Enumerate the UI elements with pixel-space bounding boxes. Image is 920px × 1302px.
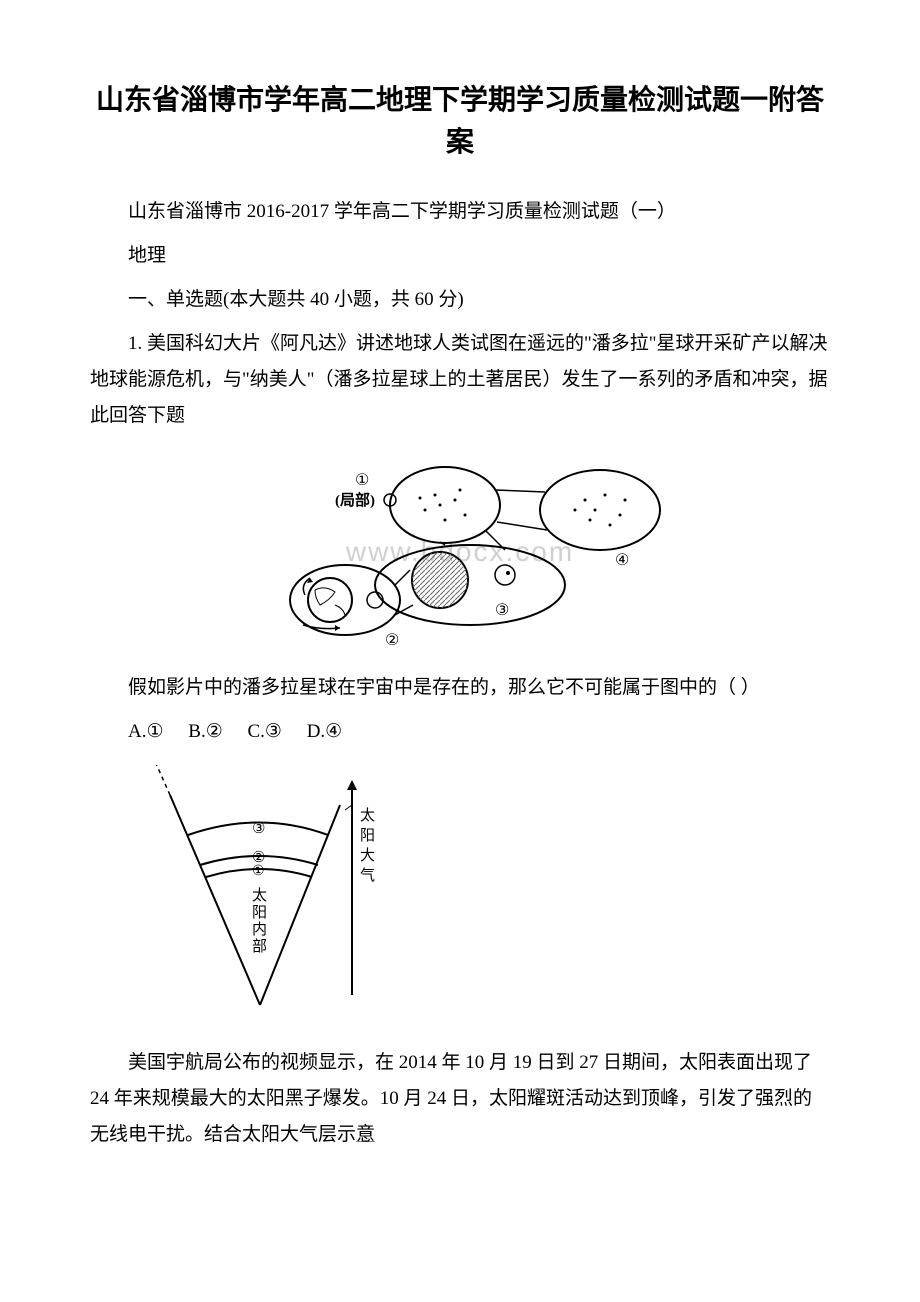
figure2-atm-1: 太 <box>360 807 375 824</box>
question-1-options: A.① B.② C.③ D.④ <box>90 714 830 750</box>
figure-2-container: ③ ② ① 太 阳 内 部 太 阳 大 气 <box>130 765 830 1030</box>
intro-text: 山东省淄博市 2016-2017 学年高二下学期学习质量检测试题（一） <box>90 194 830 230</box>
question-1-sub: 假如影片中的潘多拉星球在宇宙中是存在的，那么它不可能属于图中的（ ） <box>90 670 830 706</box>
figure-1-container: www.bdocx.com ④ ① (局部) <box>90 450 830 655</box>
figure2-atm-4: 气 <box>360 867 375 884</box>
figure2-sun-interior-4: 部 <box>252 938 267 955</box>
option-a: A.① <box>128 721 164 742</box>
figure2-sun-interior-1: 太 <box>252 887 267 904</box>
figure1-label-3: ③ <box>495 602 509 619</box>
figure2-atm-2: 阳 <box>360 827 375 844</box>
figure2-label-1: ① <box>252 864 265 879</box>
figure2-atm-3: 大 <box>360 847 375 864</box>
question-2-main: 美国宇航局公布的视频显示，在 2014 年 10 月 19 日到 27 日期间，… <box>90 1052 812 1145</box>
question-1-text: 1. 美国科幻大片《阿凡达》讲述地球人类试图在遥远的"潘多拉"星球开采矿产以解决… <box>90 326 830 434</box>
figure2-label-3: ③ <box>252 821 265 837</box>
question-2-text: 美国宇航局公布的视频显示，在 2014 年 10 月 19 日到 27 日期间，… <box>90 1045 830 1153</box>
figure2-sun-interior-3: 内 <box>252 921 267 938</box>
figure1-label-1: ① <box>355 472 369 489</box>
document-title: 山东省淄博市学年高二地理下学期学习质量检测试题一附答案 <box>90 80 830 164</box>
subject-label: 地理 <box>90 238 830 274</box>
question-2-underlined: 意 <box>356 1124 375 1145</box>
option-b: B.② <box>188 721 222 742</box>
figure-1-celestial-diagram: ④ ① (局部) ③ <box>245 450 675 650</box>
option-d: D.④ <box>307 721 343 742</box>
figure1-label-2: ② <box>385 632 399 649</box>
section-header: 一、单选题(本大题共 40 小题，共 60 分) <box>90 282 830 318</box>
figure2-sun-interior-2: 阳 <box>252 904 267 921</box>
figure-2-sun-atmosphere: ③ ② ① 太 阳 内 部 太 阳 大 气 <box>130 765 410 1025</box>
option-c: C.③ <box>247 721 281 742</box>
figure1-label-4: ④ <box>615 552 629 569</box>
figure1-local-text: (局部) <box>335 491 375 509</box>
